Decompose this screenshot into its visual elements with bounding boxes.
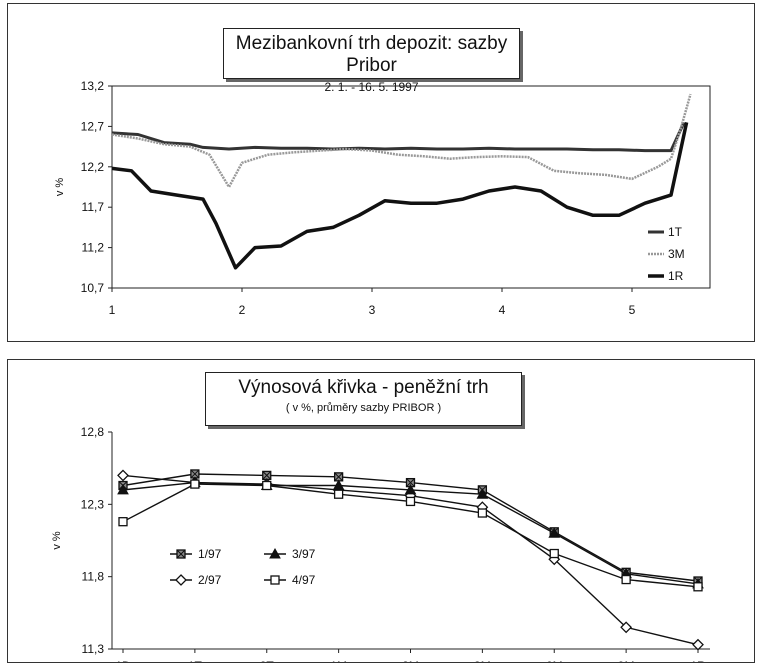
x-tick-label: 2M [402,659,419,662]
pribor-rates-plot: 10,7 11,2 11,7 12,2 12,7 13,2 v % 1 2 3 4 5 1T 3M 1R [54,79,711,317]
series-line-1t [111,121,686,153]
y-tick-label: 11,8 [82,570,105,584]
chart-title: Výnosová křivka - peněžní trh [238,377,489,398]
marker-legend-1-97-cross [176,549,186,559]
marker-4-97 [118,517,128,527]
chart-subtitle: ( v %, průměry sazby PRIBOR ) [285,402,442,414]
chart-panel-yield-curve: Výnosová křivka - peněžní trh ( v %, prů… [7,359,755,663]
x-tick-label: 1T [188,659,203,662]
yield-curve-plot: 11,3 11,8 12,3 12,8 v % 1D 1T 2T 1M 2M 3M 6M 9M 1R 1/9… [51,425,710,662]
x-tick-label: 1 [109,303,116,317]
marker-3-97 [404,483,417,495]
marker-3-97 [548,527,561,538]
marker-1-97-cross [190,469,200,479]
marker-2-97 [620,621,633,634]
y-tick-label: 13,2 [81,79,105,93]
y-axis-label: v % [54,178,66,197]
y-tick-label: 12,3 [81,497,105,511]
y-axis-label: v % [51,531,63,550]
marker-4-97 [333,489,344,499]
legend-label-3m: 3M [668,247,685,261]
marker-1-97-cross [262,471,272,480]
marker-4-97 [621,574,631,585]
marker-3-97 [117,483,129,495]
y-tick-label: 12,7 [81,119,105,133]
y-tick-label: 12,2 [81,160,105,174]
marker-2-97 [117,469,129,482]
x-tick-label: 4 [499,303,506,317]
chart-subtitle: 2. 1. - 16. 5. 1997 [324,80,419,94]
chart-title-box: Výnosová křivka - peněžní trh ( v %, prů… [205,372,522,426]
marker-2-97 [692,638,704,651]
x-tick-label: 3M [474,659,491,662]
marker-3-97 [476,488,489,499]
y-tick-label: 12,8 [81,425,105,439]
x-tick-label: 3 [369,303,376,317]
x-tick-label: 9M [618,659,635,662]
marker-1-97-cross [406,478,415,487]
marker-4-97 [405,496,416,507]
legend-label-4-97: 4/97 [292,573,316,587]
x-tick-label: 1R [690,659,706,662]
x-tick-label: 6M [546,659,563,662]
series-line-1r [111,122,689,270]
marker-legend-4-97 [270,575,280,585]
marker-4-97 [262,480,272,491]
chart-title-box: Mezibankovní trh depozit: sazby Pribor 2… [223,28,520,94]
marker-1-97-cross [334,472,343,482]
legend-label-2-97: 2/97 [198,573,222,587]
marker-4-97 [693,582,703,592]
x-tick-label: 5 [629,303,636,317]
marker-4-97 [190,479,200,489]
marker-legend-3-97 [269,547,281,559]
x-tick-label: 1D [115,659,131,662]
marker-4-97 [477,508,488,518]
y-tick-label: 11,3 [82,642,105,656]
marker-legend-2-97 [175,574,187,586]
legend-label-3-97: 3/97 [292,547,316,561]
marker-4-97 [549,548,559,559]
legend-label-1r: 1R [668,269,684,283]
y-tick-label: 11,2 [82,241,105,255]
legend-label-1t: 1T [668,225,683,239]
x-tick-label: 2 [239,303,246,317]
x-tick-label: 2T [260,659,275,662]
plot-area [111,85,711,289]
chart-panel-pribor-rates: Mezibankovní trh depozit: sazby Pribor 2… [7,3,755,342]
legend-label-1-97: 1/97 [198,547,222,561]
y-tick-label: 10,7 [81,281,105,295]
marker-3-97 [332,479,345,491]
x-tick-label: 1M [330,659,347,662]
y-tick-label: 11,7 [82,200,105,214]
series-line-3m [111,93,692,189]
chart-title: Mezibankovní trh depozit: sazby Pribor [235,33,508,76]
